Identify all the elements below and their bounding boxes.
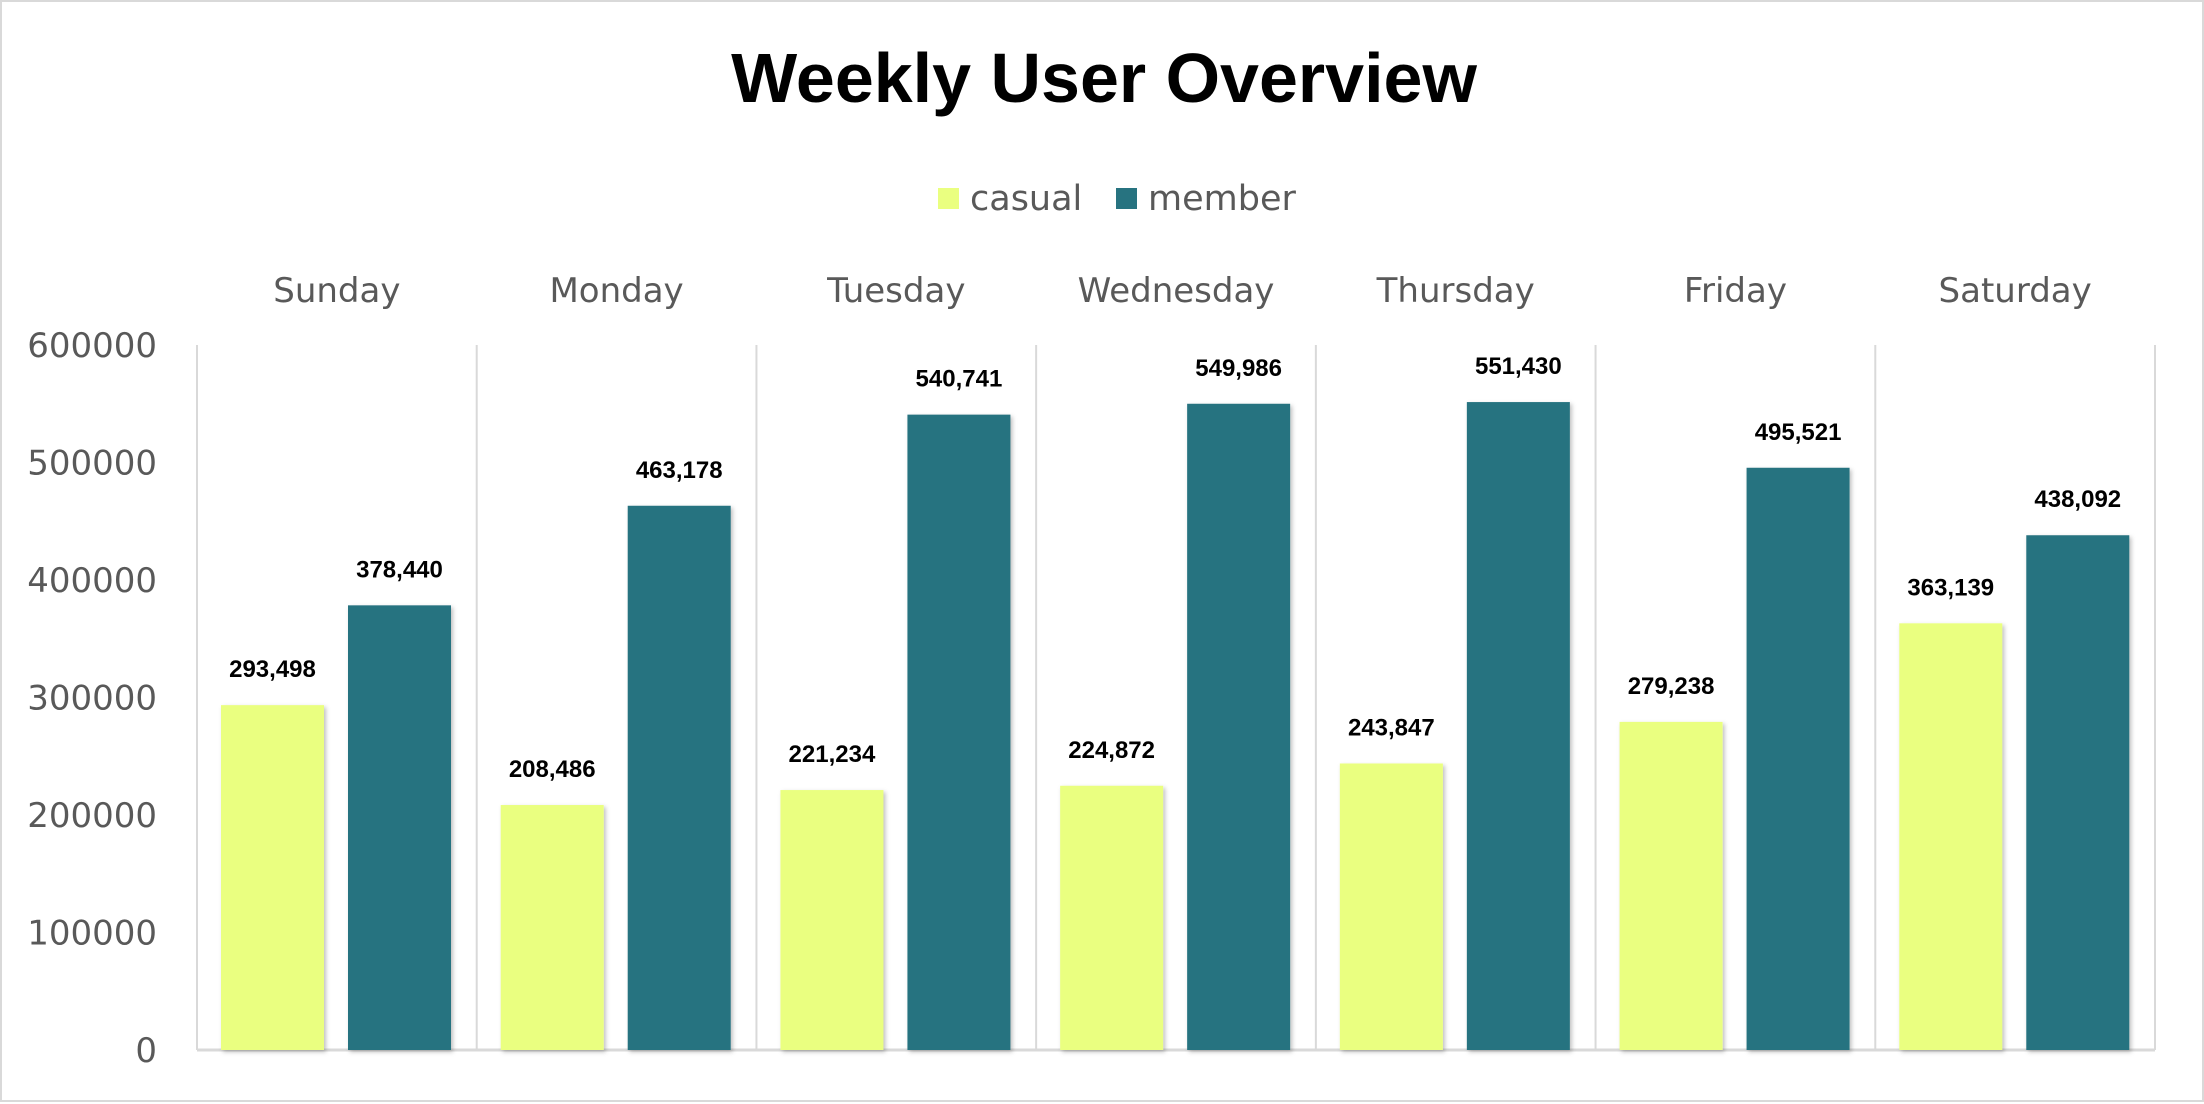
legend-swatch-casual bbox=[938, 188, 959, 209]
category-label: Friday bbox=[1684, 271, 1787, 311]
y-tick-label: 500000 bbox=[27, 444, 157, 484]
legend-label-member: member bbox=[1148, 179, 1296, 219]
legend: casual member bbox=[938, 179, 1296, 219]
data-label-member: 438,092 bbox=[2034, 486, 2121, 513]
data-label-member: 378,440 bbox=[356, 556, 443, 583]
legend-label-casual: casual bbox=[970, 179, 1082, 219]
category-label: Monday bbox=[549, 271, 683, 311]
legend-swatch-member bbox=[1116, 188, 1137, 209]
bar-casual-saturday bbox=[1899, 623, 2003, 1050]
data-label-casual: 243,847 bbox=[1348, 714, 1435, 741]
bar-casual-sunday bbox=[221, 705, 324, 1050]
data-label-casual: 221,234 bbox=[789, 741, 876, 768]
bar-casual-friday bbox=[1619, 721, 1723, 1050]
bar-casual-monday bbox=[500, 805, 604, 1050]
data-label-member: 495,521 bbox=[1755, 419, 1842, 446]
data-label-casual: 293,498 bbox=[229, 656, 316, 683]
data-label-member: 540,741 bbox=[916, 366, 1003, 393]
chart-grid bbox=[196, 345, 2156, 1052]
bar-member-tuesday bbox=[907, 414, 1011, 1050]
bar-member-saturday bbox=[2026, 535, 2130, 1050]
y-tick-label: 300000 bbox=[27, 679, 157, 719]
bar-member-thursday bbox=[1466, 402, 1570, 1050]
category-label: Tuesday bbox=[826, 271, 965, 311]
y-tick-label: 100000 bbox=[27, 914, 157, 954]
data-label-casual: 363,139 bbox=[1907, 574, 1994, 601]
data-label-casual: 279,238 bbox=[1628, 673, 1715, 700]
data-label-member: 549,986 bbox=[1195, 355, 1282, 382]
category-label: Saturday bbox=[1939, 271, 2092, 311]
bar-member-wednesday bbox=[1187, 403, 1291, 1050]
y-axis: 0 100000 200000 300000 400000 500000 600000 bbox=[27, 326, 157, 1071]
category-label: Sunday bbox=[273, 271, 400, 311]
bar-casual-wednesday bbox=[1060, 785, 1164, 1050]
bar-member-friday bbox=[1746, 467, 1850, 1050]
y-tick-label: 200000 bbox=[27, 796, 157, 836]
y-tick-label: 600000 bbox=[27, 326, 157, 366]
category-label: Thursday bbox=[1376, 271, 1535, 311]
plot-area: Sunday 293,498 378,440 Monday 208,486 463,178… bbox=[221, 271, 2130, 1050]
bar-casual-tuesday bbox=[780, 790, 884, 1050]
y-tick-label: 0 bbox=[135, 1031, 157, 1071]
bar-casual-thursday bbox=[1339, 763, 1443, 1050]
chart-title: Weekly User Overview bbox=[731, 39, 1477, 117]
data-label-member: 551,430 bbox=[1475, 353, 1562, 380]
data-label-member: 463,178 bbox=[636, 457, 723, 484]
bar-member-sunday bbox=[348, 605, 451, 1050]
data-label-casual: 208,486 bbox=[509, 756, 596, 783]
y-tick-label: 400000 bbox=[27, 561, 157, 601]
data-label-casual: 224,872 bbox=[1068, 737, 1155, 764]
bar-member-monday bbox=[627, 505, 731, 1050]
category-label: Wednesday bbox=[1078, 271, 1275, 311]
